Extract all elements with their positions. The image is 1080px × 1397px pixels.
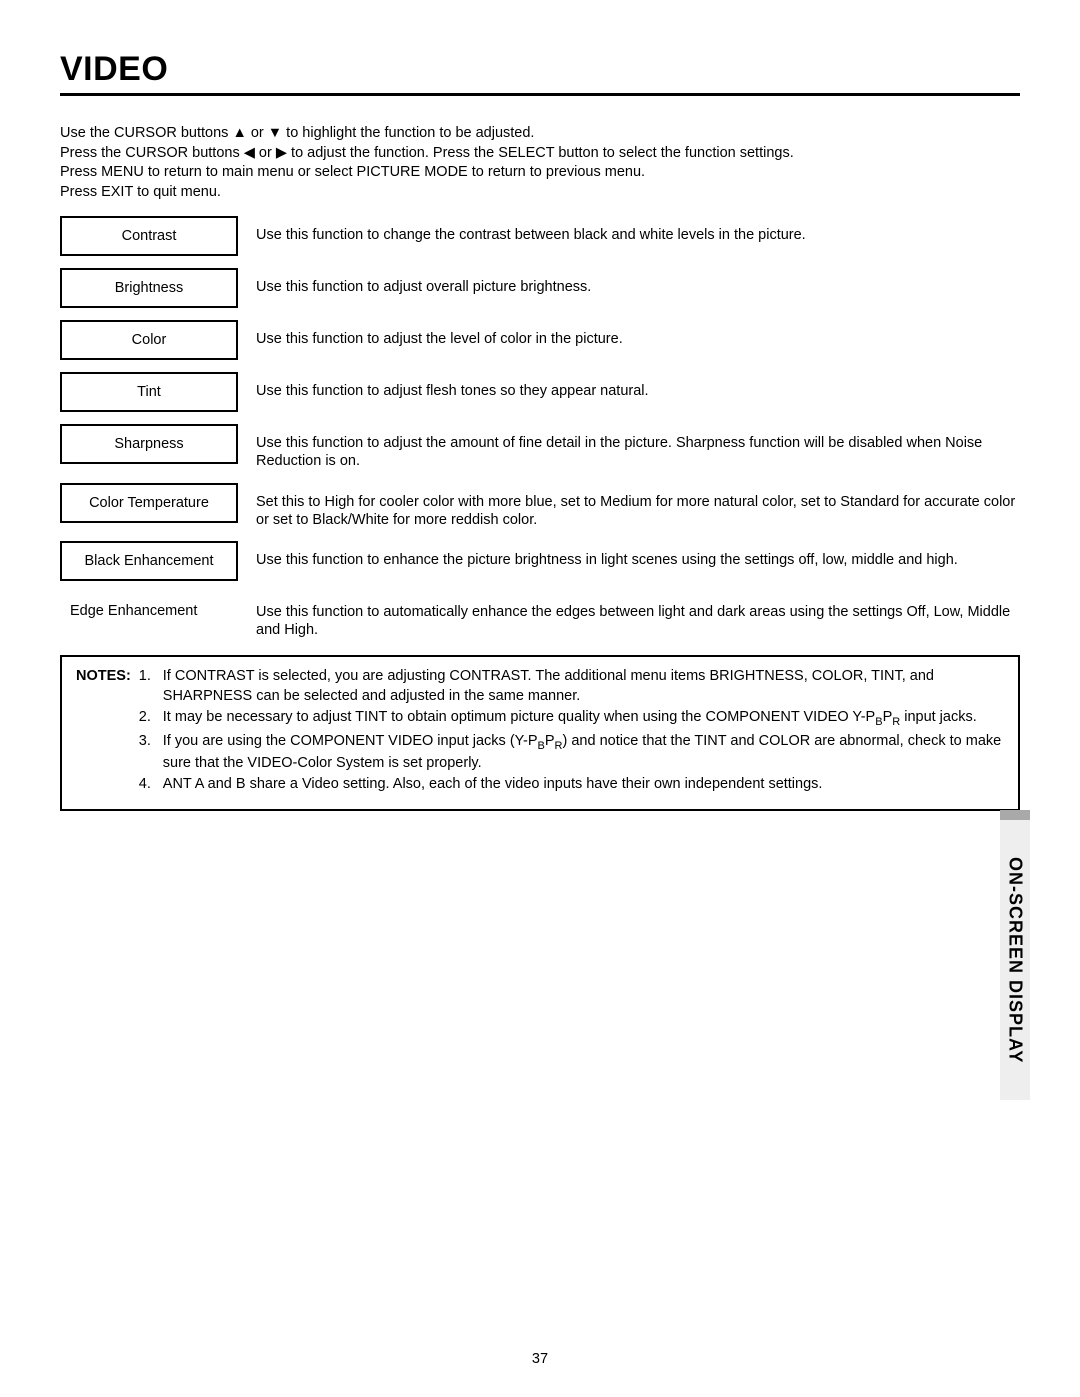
text: or [255, 145, 276, 161]
down-arrow-icon: ▼ [268, 125, 282, 141]
subscript: R [892, 716, 900, 728]
function-label: Edge Enhancement [60, 593, 238, 629]
intro-block: Use the CURSOR buttons ▲ or ▼ to highlig… [60, 124, 1020, 202]
note-text: If you are using the COMPONENT VIDEO inp… [163, 732, 1004, 773]
page-title: VIDEO [60, 50, 1020, 96]
page-number: 37 [0, 1351, 1080, 1367]
function-description: Use this function to adjust overall pict… [256, 268, 1020, 296]
subscript: B [538, 740, 545, 752]
note-text: ANT A and B share a Video setting. Also,… [163, 775, 1004, 795]
intro-line-1: Use the CURSOR buttons ▲ or ▼ to highlig… [60, 124, 1020, 144]
text: input jacks. [900, 709, 977, 725]
function-row: Sharpness Use this function to adjust th… [60, 424, 1020, 470]
text: to adjust the function. Press the SELECT… [287, 145, 794, 161]
function-label: Black Enhancement [60, 541, 238, 581]
intro-line-4: Press EXIT to quit menu. [60, 183, 1020, 203]
function-label: Contrast [60, 216, 238, 256]
note-item: 2. It may be necessary to adjust TINT to… [139, 708, 1004, 730]
notes-label: NOTES: [76, 667, 131, 797]
notes-box: NOTES: 1. If CONTRAST is selected, you a… [60, 655, 1020, 811]
text: If you are using the COMPONENT VIDEO inp… [163, 733, 538, 749]
intro-line-3: Press MENU to return to main menu or sel… [60, 163, 1020, 183]
function-description: Use this function to automatically enhan… [256, 593, 1020, 639]
functions-list: Contrast Use this function to change the… [60, 216, 1020, 639]
notes-list: 1. If CONTRAST is selected, you are adju… [139, 667, 1004, 797]
note-number: 3. [139, 732, 163, 773]
note-text: If CONTRAST is selected, you are adjusti… [163, 667, 1004, 706]
subscript: B [875, 716, 882, 728]
intro-line-2: Press the CURSOR buttons ◀ or ▶ to adjus… [60, 144, 1020, 164]
text: P [545, 733, 555, 749]
function-description: Use this function to adjust flesh tones … [256, 372, 1020, 400]
note-number: 1. [139, 667, 163, 706]
function-label: Color Temperature [60, 483, 238, 523]
tab-label: ON-SCREEN DISPLAY [1005, 857, 1026, 1063]
left-arrow-icon: ◀ [244, 145, 255, 161]
text: or [247, 125, 268, 141]
note-item: 3. If you are using the COMPONENT VIDEO … [139, 732, 1004, 773]
function-description: Use this function to enhance the picture… [256, 541, 1020, 569]
function-row: Brightness Use this function to adjust o… [60, 268, 1020, 308]
function-label: Sharpness [60, 424, 238, 464]
function-description: Use this function to adjust the amount o… [256, 424, 1020, 470]
function-row: Tint Use this function to adjust flesh t… [60, 372, 1020, 412]
function-row: Color Use this function to adjust the le… [60, 320, 1020, 360]
note-number: 2. [139, 708, 163, 730]
function-row: Contrast Use this function to change the… [60, 216, 1020, 256]
section-tab: ON-SCREEN DISPLAY [1000, 810, 1030, 1100]
text: P [883, 709, 893, 725]
tab-accent [1000, 810, 1030, 820]
manual-page: VIDEO Use the CURSOR buttons ▲ or ▼ to h… [0, 0, 1080, 1397]
text: Press the CURSOR buttons [60, 145, 244, 161]
function-row: Edge Enhancement Use this function to au… [60, 593, 1020, 639]
function-description: Use this function to change the contrast… [256, 216, 1020, 244]
function-label: Tint [60, 372, 238, 412]
function-label: Brightness [60, 268, 238, 308]
note-item: 1. If CONTRAST is selected, you are adju… [139, 667, 1004, 706]
up-arrow-icon: ▲ [232, 125, 246, 141]
function-description: Use this function to adjust the level of… [256, 320, 1020, 348]
function-description: Set this to High for cooler color with m… [256, 483, 1020, 529]
function-row: Color Temperature Set this to High for c… [60, 483, 1020, 529]
text: to highlight the function to be adjusted… [282, 125, 534, 141]
text: It may be necessary to adjust TINT to ob… [163, 709, 875, 725]
function-row: Black Enhancement Use this function to e… [60, 541, 1020, 581]
text: Use the CURSOR buttons [60, 125, 232, 141]
note-number: 4. [139, 775, 163, 795]
note-text: It may be necessary to adjust TINT to ob… [163, 708, 1004, 730]
tab-label-wrap: ON-SCREEN DISPLAY [1000, 820, 1030, 1100]
note-item: 4. ANT A and B share a Video setting. Al… [139, 775, 1004, 795]
function-label: Color [60, 320, 238, 360]
right-arrow-icon: ▶ [276, 145, 287, 161]
